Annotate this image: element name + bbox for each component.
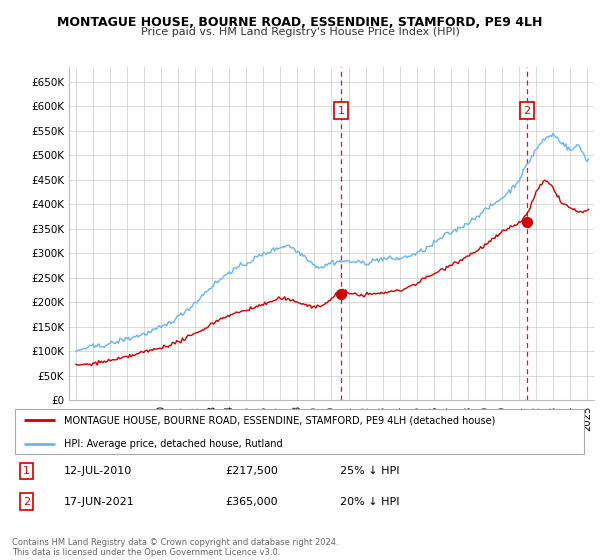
Text: This data is licensed under the Open Government Licence v3.0.: This data is licensed under the Open Gov…	[12, 548, 280, 557]
Text: 17-JUN-2021: 17-JUN-2021	[64, 497, 134, 507]
Text: 12-JUL-2010: 12-JUL-2010	[64, 466, 132, 476]
FancyBboxPatch shape	[15, 409, 584, 454]
Text: 1: 1	[337, 105, 344, 115]
Text: £365,000: £365,000	[225, 497, 278, 507]
Text: 1: 1	[23, 466, 30, 476]
Text: 2: 2	[23, 497, 30, 507]
Text: 20% ↓ HPI: 20% ↓ HPI	[340, 497, 400, 507]
Point	[522, 217, 532, 226]
Text: 2: 2	[523, 105, 530, 115]
Text: 25% ↓ HPI: 25% ↓ HPI	[340, 466, 400, 476]
Text: £217,500: £217,500	[225, 466, 278, 476]
Text: MONTAGUE HOUSE, BOURNE ROAD, ESSENDINE, STAMFORD, PE9 4LH: MONTAGUE HOUSE, BOURNE ROAD, ESSENDINE, …	[58, 16, 542, 29]
Point	[336, 290, 346, 298]
Text: HPI: Average price, detached house, Rutland: HPI: Average price, detached house, Rutl…	[64, 439, 283, 449]
Text: Contains HM Land Registry data © Crown copyright and database right 2024.: Contains HM Land Registry data © Crown c…	[12, 538, 338, 547]
Text: MONTAGUE HOUSE, BOURNE ROAD, ESSENDINE, STAMFORD, PE9 4LH (detached house): MONTAGUE HOUSE, BOURNE ROAD, ESSENDINE, …	[64, 415, 495, 425]
Text: Price paid vs. HM Land Registry's House Price Index (HPI): Price paid vs. HM Land Registry's House …	[140, 27, 460, 37]
